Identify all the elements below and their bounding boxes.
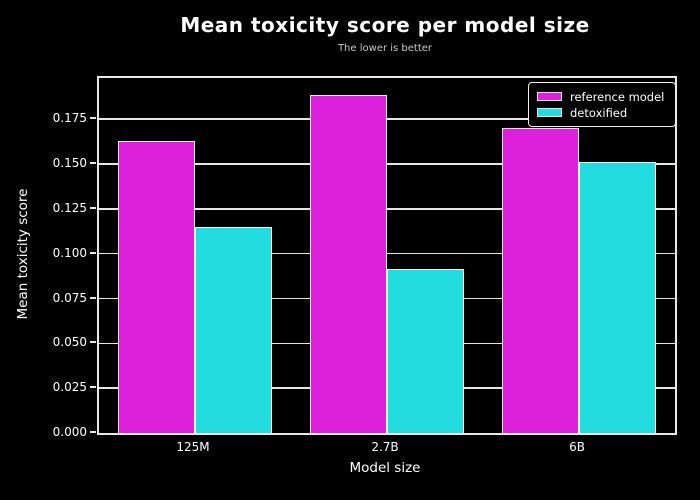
legend: reference model detoxified	[528, 82, 676, 127]
y-tick-mark-0.075	[90, 296, 96, 299]
reference-model-swatch	[537, 92, 562, 101]
plot-area	[97, 76, 677, 435]
y-tick-label-0.100: 0.100	[52, 245, 87, 260]
x-tick-label-6B: 6B	[569, 440, 585, 454]
legend-label-detoxified: detoxified	[570, 105, 628, 120]
chart-title: Mean toxicity score per model size	[180, 13, 590, 37]
y-tick-mark-0.100	[90, 251, 96, 254]
gridline-0.100	[99, 252, 675, 255]
chart-subtitle: The lower is better	[337, 43, 433, 54]
y-tick-mark-0.125	[90, 206, 96, 209]
y-axis-label: Mean toxicity score	[15, 188, 31, 320]
y-tick-label-0.125: 0.125	[52, 200, 87, 215]
x-tick-label-2.7B: 2.7B	[371, 440, 399, 454]
y-tick-label-0.150: 0.150	[52, 156, 87, 171]
x-tick-label-125M: 125M	[176, 440, 210, 454]
y-tick-label-0.025: 0.025	[52, 380, 87, 395]
y-tick-label-0.000: 0.000	[52, 425, 87, 439]
y-tick-label-0.175: 0.175	[52, 111, 87, 126]
gridline-0.150	[99, 163, 675, 165]
y-tick-mark-0.150	[90, 162, 96, 165]
detoxified-swatch	[537, 108, 562, 117]
bar-reference-model-6B	[502, 128, 579, 433]
y-tick-mark-0.175	[90, 117, 96, 120]
legend-label-reference-model: reference model	[570, 89, 665, 104]
title-block: Mean toxicity score per model size The l…	[97, 13, 673, 54]
y-tick-label-0.050: 0.050	[52, 335, 87, 350]
y-tick-label-0.075: 0.075	[52, 290, 87, 305]
legend-item-detoxified: detoxified	[537, 105, 667, 120]
y-tick-mark-0.000	[90, 431, 96, 433]
gridline-0.175	[99, 118, 675, 120]
gridline-0.125	[99, 208, 675, 210]
y-tick-mark-0.025	[90, 386, 96, 389]
bar-detoxified-6B	[579, 162, 656, 433]
bar-reference-model-125M	[118, 141, 195, 433]
legend-item-reference-model: reference model	[537, 89, 667, 104]
y-tick-mark-0.050	[90, 341, 96, 344]
bar-detoxified-125M	[195, 227, 272, 433]
bar-detoxified-2.7B	[387, 268, 464, 433]
x-axis-label: Model size	[349, 460, 421, 476]
bar-reference-model-2.7B	[310, 95, 387, 433]
